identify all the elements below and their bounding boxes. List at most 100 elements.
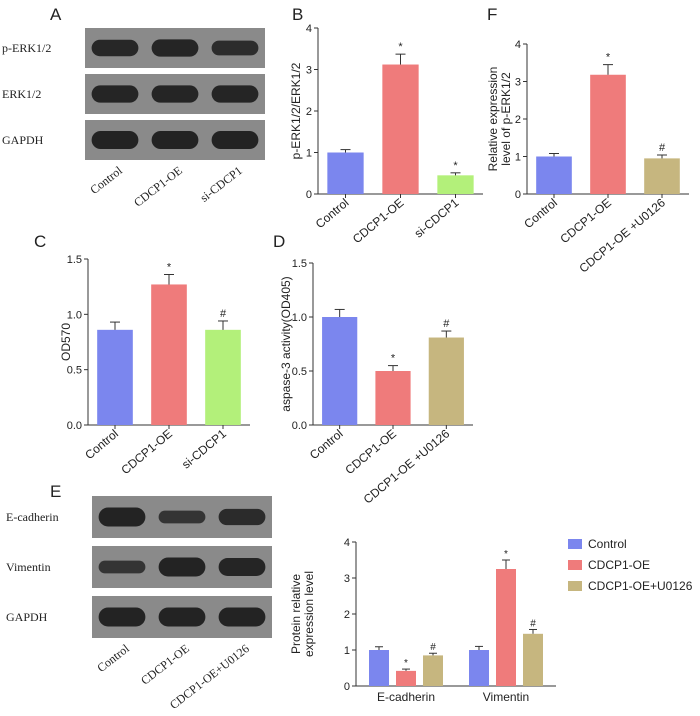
panel-a-letter: A [50,5,62,24]
y-axis-label: aspase-3 activity(OD405) [279,276,293,411]
panel-c-letter: C [34,232,46,251]
chart-f: 0 1 2 3 4 Relative expression level of p-ERK1/… [486,39,689,276]
significance-mark: * [404,658,408,669]
blot-row-label: GAPDH [6,610,48,624]
significance-mark: # [659,142,666,154]
x-tick-label: Control [307,427,346,463]
panel-d: D 0.0 0.5 1.0 1.5 aspase-3 activity(OD405) Co… [273,232,473,507]
y-tick-label: 0 [515,189,521,201]
y-axis-label: expression level [302,571,316,657]
bar [496,569,516,686]
blot-row-label: Vimentin [6,560,51,574]
x-tick-label: si-CDCP1 [179,426,229,471]
bar [327,152,364,194]
blot-band [91,85,139,103]
blot-band [91,39,139,57]
bar [375,371,411,425]
y-tick-label: 3 [344,573,350,585]
y-tick-label: 0 [306,189,312,201]
bar [396,670,416,686]
chart-d: 0.0 0.5 1.0 1.5 aspase-3 activity(OD405) Cont… [279,258,473,507]
y-tick-label: 1 [306,148,312,160]
blot-band [91,130,139,150]
blot-row-label: p-ERK1/2 [2,41,51,55]
bar [322,317,358,425]
y-tick-label: 4 [515,39,521,51]
blot-band [158,607,206,627]
blot-band [151,130,199,150]
bar [437,175,474,194]
significance-mark: * [398,41,403,53]
blot-band [158,557,206,577]
significance-mark: # [443,318,450,330]
y-tick-label: 2 [306,106,312,118]
panel-b: B 0 1 2 3 4 p-ERK1/2/ERK1/2 Control * CDCP1-OE * s… [289,5,483,246]
y-tick-label: 1.0 [292,312,307,324]
y-tick-label: 1 [344,645,350,657]
y-axis-label: p-ERK1/2/ERK1/2 [289,62,303,159]
bar [205,329,241,425]
blot-lane-label: si-CDCP1 [197,163,245,204]
chart-b: 0 1 2 3 4 p-ERK1/2/ERK1/2 Control * CDCP1-OE * si-… [289,23,483,246]
blot-band [211,85,259,103]
blot-band [218,607,266,627]
blot-lane-label: CDCP1-OE [131,163,185,209]
significance-mark: # [220,308,227,320]
y-tick-label: 4 [344,537,350,549]
blot-row-label: GAPDH [2,133,44,147]
y-tick-label: 0.0 [67,420,82,432]
panel-e-letter: E [50,482,61,501]
significance-mark: * [391,353,396,365]
y-tick-label: 0 [344,681,350,693]
blot-lane-label: Control [94,641,132,675]
bar [423,655,443,686]
blot-band [151,85,199,103]
y-axis-label: Protein relative [289,574,303,654]
panel-a: A p-ERK1/2 ERK1/2 GAPDH Control CDCP1-OE si-C… [2,5,265,210]
blot-row-label: E-cadherin [6,510,59,524]
bar [382,64,419,195]
bar [644,158,680,194]
legend-swatch [568,539,582,549]
significance-mark: * [453,160,458,172]
y-axis-label: Relative expression [486,67,500,172]
y-tick-label: 1 [515,152,521,164]
chart-e-grouped: 0 1 2 3 4 Protein relative expression level * # E… [289,537,693,704]
y-tick-label: 3 [515,77,521,89]
y-tick-label: 3 [306,65,312,77]
significance-mark: * [606,52,611,64]
significance-mark: * [167,261,172,273]
significance-mark: # [430,642,436,653]
legend-label: Control [588,537,627,551]
blot-band [218,508,266,526]
y-tick-label: 0.5 [67,365,82,377]
blot-band [211,130,259,150]
y-tick-label: 0.5 [292,366,307,378]
blot-band [98,507,146,527]
legend-label: CDCP1-OE [588,558,650,572]
x-tick-label: CDCP1-OE [342,427,399,478]
bar [590,74,626,194]
panel-d-letter: D [273,232,285,251]
y-tick-label: 1.5 [292,258,307,270]
x-tick-label: si-CDCP1 [412,195,462,240]
blot-lane-label: Control [87,163,125,197]
legend-swatch [568,560,582,570]
blot-band [98,560,146,574]
y-tick-label: 2 [515,114,521,126]
bar [97,329,133,425]
x-tick-label: E-cadherin [377,690,435,704]
x-tick-label: Vimentin [483,690,529,704]
blot-lane-label: CDCP1-OE [138,641,192,687]
bar [151,284,187,425]
bar [428,337,464,425]
panel-c: C 0.0 0.5 1.0 1.5 OD570 Control * CDCP1-OE # si-C… [34,232,250,477]
y-tick-label: 4 [306,23,312,35]
significance-mark: * [504,549,508,560]
y-tick-label: 1.0 [67,309,82,321]
x-tick-label: Control [82,427,121,463]
x-tick-label: Control [313,196,352,232]
y-axis-label: OD570 [59,323,73,361]
